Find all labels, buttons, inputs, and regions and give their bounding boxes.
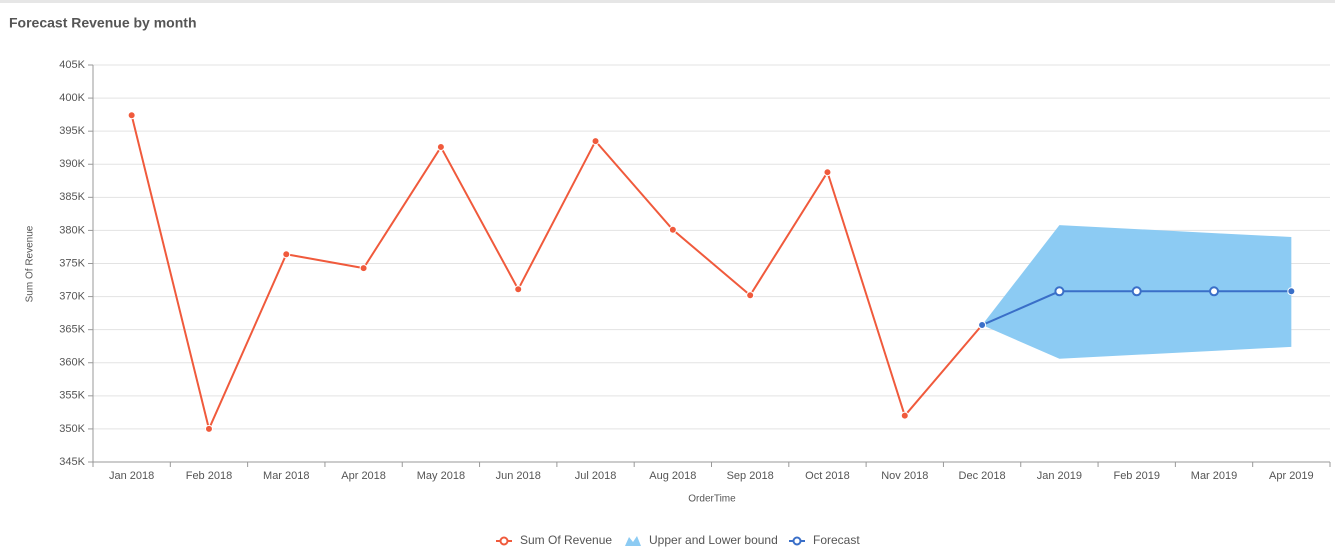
y-tick-label: 365K xyxy=(59,324,85,336)
x-tick-label: Jun 2018 xyxy=(496,470,541,482)
x-tick-label: Apr 2018 xyxy=(341,470,386,482)
data-point xyxy=(436,143,445,152)
y-tick-label: 395K xyxy=(59,125,85,137)
x-tick-label: Jul 2018 xyxy=(575,470,617,482)
data-point xyxy=(746,291,755,300)
data-point xyxy=(1131,286,1142,297)
x-tick-label: Aug 2018 xyxy=(649,470,696,482)
y-axis-label: Sum Of Revenue xyxy=(25,225,36,302)
legend-icon xyxy=(625,536,641,546)
data-point xyxy=(1209,286,1220,297)
data-point xyxy=(514,285,523,294)
x-axis-label: OrderTime xyxy=(688,494,736,505)
x-tick-label: Mar 2019 xyxy=(1191,470,1237,482)
y-tick-label: 360K xyxy=(59,357,85,369)
y-tick-label: 370K xyxy=(59,290,85,302)
x-tick-label: Apr 2019 xyxy=(1269,470,1314,482)
data-point xyxy=(1287,287,1296,296)
x-tick-label: Feb 2019 xyxy=(1113,470,1159,482)
legend-icon xyxy=(792,536,802,546)
y-tick-label: 380K xyxy=(59,224,85,236)
x-tick-label: Jan 2018 xyxy=(109,470,154,482)
y-tick-label: 390K xyxy=(59,158,85,170)
y-tick-label: 350K xyxy=(59,423,85,435)
data-point xyxy=(359,264,368,273)
legend-label[interactable]: Sum Of Revenue xyxy=(520,533,612,547)
data-point xyxy=(1054,286,1065,297)
chart-title: Forecast Revenue by month xyxy=(9,15,197,31)
x-tick-label: Oct 2018 xyxy=(805,470,850,482)
data-point xyxy=(668,225,677,234)
data-point xyxy=(127,111,136,120)
y-tick-label: 355K xyxy=(59,390,85,402)
top-border xyxy=(0,0,1335,3)
y-tick-label: 400K xyxy=(59,92,85,104)
x-tick-label: Nov 2018 xyxy=(881,470,928,482)
x-tick-label: Feb 2018 xyxy=(186,470,232,482)
legend-label[interactable]: Upper and Lower bound xyxy=(649,533,778,547)
data-point xyxy=(900,411,909,420)
x-tick-label: May 2018 xyxy=(417,470,465,482)
data-point xyxy=(591,137,600,146)
y-tick-label: 375K xyxy=(59,257,85,269)
x-tick-label: Dec 2018 xyxy=(959,470,1006,482)
y-tick-label: 345K xyxy=(59,456,85,468)
data-point xyxy=(204,424,213,433)
legend-icon xyxy=(499,536,509,546)
data-point xyxy=(978,321,987,330)
x-tick-label: Sep 2018 xyxy=(727,470,774,482)
data-point xyxy=(282,250,291,259)
y-tick-label: 405K xyxy=(59,59,85,71)
x-tick-label: Mar 2018 xyxy=(263,470,309,482)
data-point xyxy=(823,168,832,177)
y-tick-label: 385K xyxy=(59,191,85,203)
legend-label[interactable]: Forecast xyxy=(813,533,860,547)
series-line xyxy=(130,115,983,432)
x-tick-label: Jan 2019 xyxy=(1037,470,1082,482)
